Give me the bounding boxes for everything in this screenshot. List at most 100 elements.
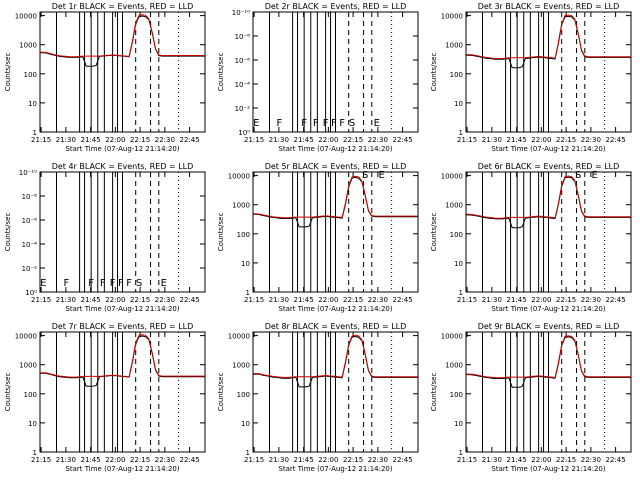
x-tick-label: 21:45 — [81, 136, 101, 144]
lld-series-line — [253, 175, 418, 219]
y-tick-label: 1 — [459, 449, 463, 457]
events-series-line — [253, 335, 418, 388]
x-tick-label: 22:30 — [581, 296, 601, 304]
x-tick-label: 22:45 — [606, 456, 626, 464]
x-tick-label: 21:45 — [507, 456, 527, 464]
panel-title: Det 5r BLACK = Events, RED = LLD — [265, 162, 407, 171]
x-tick-label: 21:45 — [294, 456, 314, 464]
y-tick-label: 1 — [459, 129, 463, 137]
state-marker: F — [64, 278, 70, 289]
y-tick-label: 10000 — [228, 173, 250, 181]
x-tick-label: 22:45 — [180, 456, 200, 464]
y-tick-label: 1000 — [19, 42, 37, 50]
x-tick-label: 21:15 — [244, 296, 264, 304]
x-tick-label: 21:45 — [507, 136, 527, 144]
y-tick-label: 10 — [241, 260, 250, 268]
y-tick-label: 10⁻² — [235, 105, 251, 113]
y-axis-label: Counts/sec — [430, 53, 438, 92]
y-tick-label: 1 — [33, 129, 37, 137]
x-tick-label: 21:30 — [269, 296, 289, 304]
y-tick-label: 10 — [28, 420, 37, 428]
panel-det-1: Det 1r BLACK = Events, RED = LLD 1 10 100 10… — [4, 2, 206, 153]
y-tick-label: 10⁰ — [238, 129, 250, 137]
x-tick-label: 21:30 — [56, 136, 76, 144]
state-marker: E — [374, 118, 380, 129]
state-marker: S — [362, 170, 368, 181]
x-tick-label: 21:15 — [244, 136, 264, 144]
x-tick-label: 22:45 — [393, 136, 413, 144]
y-tick-label: 10⁻⁴ — [22, 241, 38, 249]
y-tick-label: 100 — [24, 391, 37, 399]
state-marker: E — [379, 170, 385, 181]
y-tick-label: 1 — [246, 289, 250, 297]
y-axis-label: Counts/sec — [4, 213, 12, 252]
x-tick-label: 22:30 — [155, 456, 175, 464]
y-tick-label: 1 — [459, 289, 463, 297]
events-series-line — [466, 336, 631, 388]
lld-series-line — [466, 335, 631, 379]
state-marker: F — [331, 118, 337, 129]
x-axis-label: Start Time (07-Aug-12 21:14:20) — [491, 145, 605, 153]
x-tick-label: 21:15 — [31, 456, 51, 464]
panel-det-6: Det 6r BLACK = Events, RED = LLD 1 10 100 10… — [430, 162, 632, 313]
x-tick-label: 22:30 — [581, 456, 601, 464]
x-tick-label: 22:00 — [531, 456, 551, 464]
x-tick-label: 21:45 — [294, 296, 314, 304]
x-tick-label: 21:45 — [507, 296, 527, 304]
panel-det-2: Det 2r BLACK = Events, RED = LLD 10⁰ 10⁻² 1… — [217, 2, 419, 153]
y-tick-label: 10 — [454, 420, 463, 428]
x-tick-label: 22:30 — [368, 296, 388, 304]
panel-title: Det 8r BLACK = Events, RED = LLD — [265, 322, 407, 331]
x-tick-label: 22:00 — [105, 296, 125, 304]
y-tick-label: 10 — [241, 420, 250, 428]
y-axis-label: Counts/sec — [430, 213, 438, 252]
x-tick-label: 22:00 — [318, 136, 338, 144]
x-tick-label: 22:15 — [343, 296, 363, 304]
x-axis-label: Start Time (07-Aug-12 21:14:20) — [65, 465, 179, 473]
y-tick-label: 10 — [454, 100, 463, 108]
events-series-line — [253, 176, 418, 228]
state-marker: F — [100, 278, 106, 289]
state-marker: F — [126, 278, 132, 289]
state-marker: E — [40, 278, 46, 289]
panel-title: Det 9r BLACK = Events, RED = LLD — [478, 322, 620, 331]
state-marker: S — [136, 278, 142, 289]
x-tick-label: 22:45 — [606, 296, 626, 304]
state-marker: S — [575, 170, 581, 181]
state-marker: S — [349, 118, 355, 129]
x-axis-label: Start Time (07-Aug-12 21:14:20) — [491, 305, 605, 313]
x-tick-label: 21:45 — [81, 456, 101, 464]
y-tick-label: 100 — [237, 231, 250, 239]
x-tick-label: 22:00 — [318, 296, 338, 304]
y-axis-label: Counts/sec — [217, 53, 225, 92]
x-axis-label: Start Time (07-Aug-12 21:14:20) — [278, 305, 392, 313]
y-tick-label: 100 — [24, 71, 37, 79]
x-tick-label: 22:00 — [105, 136, 125, 144]
state-marker: E — [253, 118, 259, 129]
x-tick-label: 22:30 — [581, 136, 601, 144]
state-marker: E — [592, 170, 598, 181]
x-tick-label: 21:30 — [56, 296, 76, 304]
events-series-line — [466, 176, 631, 229]
panel-det-5: Det 5r BLACK = Events, RED = LLD 1 10 100 10… — [217, 162, 419, 313]
x-axis-label: Start Time (07-Aug-12 21:14:20) — [278, 465, 392, 473]
panel-title: Det 7r BLACK = Events, RED = LLD — [52, 322, 194, 331]
x-tick-label: 22:15 — [556, 136, 576, 144]
x-tick-label: 22:15 — [556, 456, 576, 464]
y-tick-label: 10000 — [15, 333, 37, 341]
y-tick-label: 10000 — [441, 333, 463, 341]
y-tick-label: 1000 — [445, 42, 463, 50]
panel-det-3: Det 3r BLACK = Events, RED = LLD 1 10 100 10… — [430, 2, 632, 153]
y-tick-label: 100 — [237, 391, 250, 399]
y-tick-label: 10⁻¹⁰ — [232, 9, 250, 17]
panel-det-9: Det 9r BLACK = Events, RED = LLD 1 10 100 10… — [430, 322, 632, 473]
x-tick-label: 21:30 — [482, 136, 502, 144]
lld-series-line — [466, 175, 631, 219]
x-tick-label: 21:15 — [457, 296, 477, 304]
x-tick-label: 22:00 — [531, 296, 551, 304]
y-tick-label: 10000 — [15, 13, 37, 21]
y-axis-label: Counts/sec — [217, 373, 225, 412]
x-tick-label: 22:30 — [368, 456, 388, 464]
panel-title: Det 2r BLACK = Events, RED = LLD — [265, 2, 407, 11]
y-tick-label: 1000 — [232, 362, 250, 370]
